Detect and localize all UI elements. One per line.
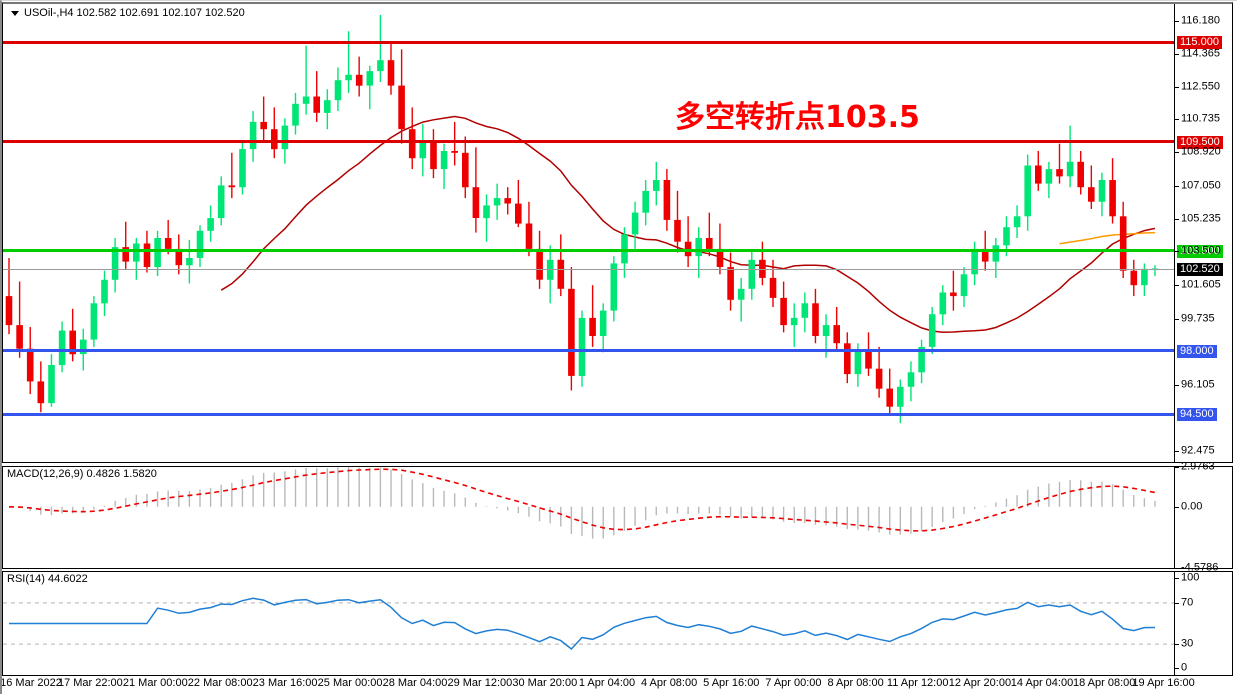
price-tag-pivot-103-5[interactable]: 103.500 [1177,244,1223,258]
price-tag-current-price[interactable]: 102.520 [1177,262,1223,276]
price-tag-resistance-109-5[interactable]: 109.500 [1177,135,1223,149]
price-candles-svg [5,14,1159,424]
time-axis-label: 22 Mar 08:00 [187,677,253,689]
time-axis-label: 1 Apr 04:00 [578,677,636,689]
time-axis-label: 12 Apr 20:00 [948,677,1012,689]
level-line-resistance-115[interactable] [3,40,1175,44]
time-axis-label: 8 Apr 08:00 [827,677,884,689]
time-axis-label: 7 Apr 00:00 [765,677,822,689]
time-axis-label: 21 Mar 00:00 [122,677,188,689]
time-axis-label: 23 Mar 16:00 [252,677,318,689]
rsi-axis: 100 70 30 0 [1174,572,1232,675]
macd-svg [8,467,1156,539]
time-axis-label: 4 Apr 08:00 [640,677,698,689]
rsi-pane[interactable]: 100 70 30 0 RSI(14) 44.6022 [2,571,1233,676]
symbol-header-text: USOil-,H4 102.582 102.691 102.107 102.52… [24,7,245,19]
symbol-header: USOil-,H4 102.582 102.691 102.107 102.52… [11,7,245,19]
price-tag-resistance-115[interactable]: 115.000 [1177,36,1222,50]
level-line-resistance-109-5[interactable] [3,140,1175,144]
time-axis-label: 19 Apr 16:00 [1132,677,1195,689]
price-pane[interactable]: 多空转折点103.5 115.000 109.500 103.500 102.520 9… [2,2,1233,463]
price-tag-support-98[interactable]: 98.000 [1177,344,1217,358]
time-axis-label: 16 Mar 2022 [0,677,62,689]
time-axis-label: 5 Apr 16:00 [703,677,760,689]
time-axis-label: 14 Apr 04:00 [1010,677,1074,689]
macd-axis: 2.9763 0.00 -4.5786 [1174,461,1232,573]
macd-pane[interactable]: 2.9763 0.00 -4.5786 MACD(12,26,9) 0.4826 1… [2,461,1233,573]
time-axis-label: 18 Apr 08:00 [1072,677,1136,689]
macd-plot-area[interactable] [3,467,1175,568]
time-axis-label: 25 Mar 00:00 [317,677,383,689]
time-axis-label: 29 Mar 12:00 [447,677,513,689]
price-axis[interactable]: 115.000 109.500 103.500 102.520 98.000 94.500… [1174,4,1232,462]
level-line-support-94-5[interactable] [3,412,1175,416]
level-line-current-price[interactable] [3,268,1175,270]
time-axis-label: 28 Mar 04:00 [382,677,448,689]
rsi-svg [3,597,1175,651]
price-plot-area[interactable]: 多空转折点103.5 [3,4,1175,462]
chevron-down-icon[interactable] [11,10,19,16]
time-axis[interactable]: 16 Mar 2022 17 Mar 22:00 21 Mar 00:00 22 Ma… [0,676,1233,692]
time-axis-label: 11 Apr 12:00 [886,677,949,689]
level-line-support-98[interactable] [3,349,1175,353]
time-axis-label: 30 Mar 20:00 [512,677,578,689]
rsi-title: RSI(14) 44.6022 [7,573,88,585]
level-line-pivot-103-5[interactable] [3,249,1175,253]
macd-title: MACD(12,26,9) 0.4826 1.5820 [7,468,157,480]
chart-annotation: 多空转折点103.5 [675,100,920,135]
time-axis-label: 17 Mar 22:00 [57,677,123,689]
rsi-plot-area[interactable] [3,572,1175,675]
price-tag-support-94-5[interactable]: 94.500 [1177,408,1217,422]
